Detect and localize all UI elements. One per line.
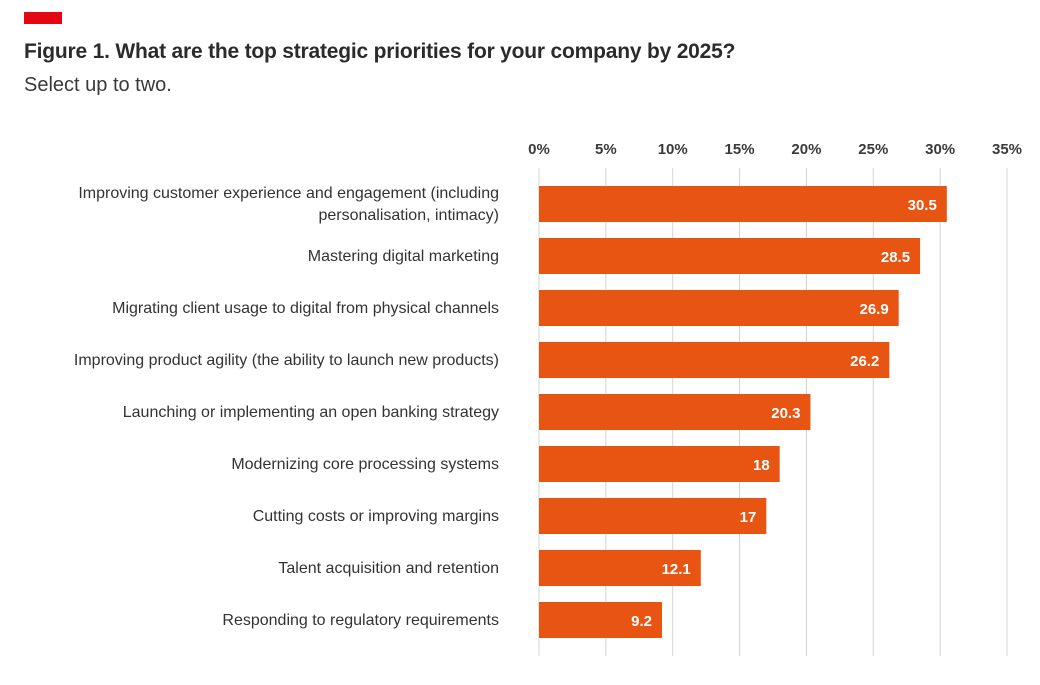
category-label: Improving customer experience and engage… xyxy=(78,185,499,202)
x-tick-label: 20% xyxy=(791,141,821,158)
accent-bar xyxy=(24,12,62,24)
x-axis-ticks: 0% 5% 10% 15% 20% 25% 30% 35% xyxy=(528,141,1022,158)
bar-value-label: 17 xyxy=(740,509,757,526)
bar xyxy=(539,290,899,326)
category-label: Mastering digital marketing xyxy=(308,248,499,265)
x-tick-label: 30% xyxy=(925,141,955,158)
bar xyxy=(539,394,811,430)
bar-value-label: 26.2 xyxy=(850,353,879,370)
bar xyxy=(539,602,663,638)
x-tick-label: 0% xyxy=(528,141,550,158)
bar xyxy=(539,342,890,378)
bar xyxy=(539,238,921,274)
bar-value-label: 12.1 xyxy=(662,561,691,578)
x-tick-label: 35% xyxy=(992,141,1022,158)
x-tick-label: 5% xyxy=(595,141,617,158)
bar-value-label: 30.5 xyxy=(908,197,937,214)
category-labels: Improving customer experience and engage… xyxy=(74,185,499,629)
x-tick-label: 25% xyxy=(858,141,888,158)
bar xyxy=(539,186,947,222)
figure-title: Figure 1. What are the top strategic pri… xyxy=(24,40,736,63)
category-label: Migrating client usage to digital from p… xyxy=(112,300,499,317)
bars xyxy=(539,186,947,638)
figure-subtitle: Select up to two. xyxy=(24,74,172,96)
bar-value-label: 20.3 xyxy=(771,405,800,422)
x-tick-label: 10% xyxy=(658,141,688,158)
category-label: Improving product agility (the ability t… xyxy=(74,352,499,369)
category-label: Launching or implementing an open bankin… xyxy=(123,404,499,421)
category-label: Modernizing core processing systems xyxy=(231,456,499,473)
bar-value-label: 9.2 xyxy=(631,613,652,630)
category-label: Responding to regulatory requirements xyxy=(222,612,499,629)
category-label: Cutting costs or improving margins xyxy=(253,508,499,525)
x-tick-label: 15% xyxy=(725,141,755,158)
category-label: Talent acquisition and retention xyxy=(278,560,499,577)
bar xyxy=(539,498,767,534)
bar-value-label: 28.5 xyxy=(881,249,910,266)
value-labels: 30.5 28.5 26.9 26.2 20.3 18 17 12.1 9.2 xyxy=(631,197,937,630)
bar xyxy=(539,446,780,482)
bar-value-label: 18 xyxy=(753,457,770,474)
category-label: personalisation, intimacy) xyxy=(318,207,499,224)
bar-value-label: 26.9 xyxy=(859,301,888,318)
bar xyxy=(539,550,701,586)
